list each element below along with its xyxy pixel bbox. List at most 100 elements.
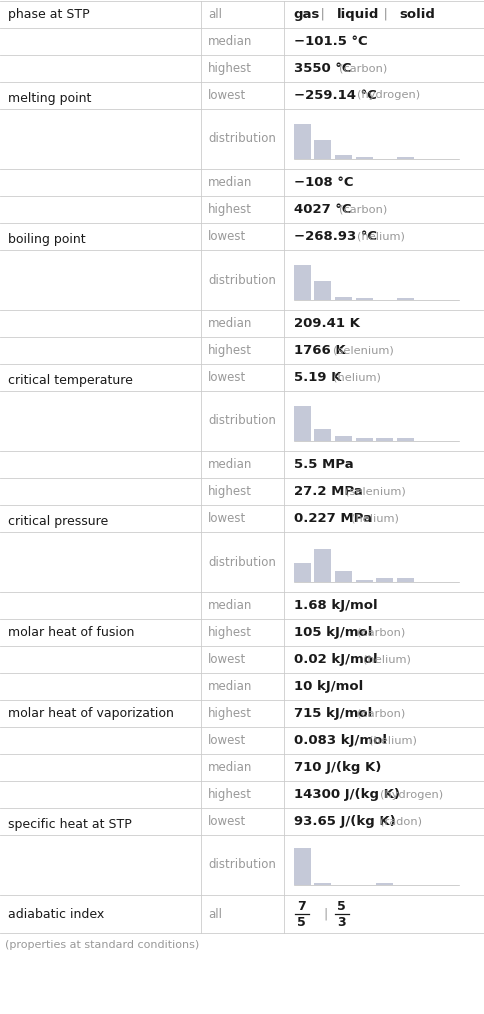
Text: 715 kJ/mol: 715 kJ/mol — [293, 707, 371, 720]
Text: 3: 3 — [337, 916, 345, 929]
Text: (helium): (helium) — [362, 654, 409, 664]
Text: 5.5 MPa: 5.5 MPa — [293, 458, 353, 470]
Text: median: median — [208, 317, 252, 330]
Bar — [334, 297, 351, 300]
Text: median: median — [208, 599, 252, 612]
Text: highest: highest — [208, 707, 252, 720]
Text: 1.68 kJ/mol: 1.68 kJ/mol — [293, 599, 377, 612]
Text: 209.41 K: 209.41 K — [293, 317, 359, 330]
Text: highest: highest — [208, 485, 252, 498]
Bar — [355, 298, 372, 300]
Text: (helium): (helium) — [333, 372, 380, 382]
Text: highest: highest — [208, 62, 252, 75]
Text: −268.93 °C: −268.93 °C — [293, 230, 376, 243]
Text: 0.227 MPa: 0.227 MPa — [293, 512, 371, 525]
Text: critical temperature: critical temperature — [8, 374, 133, 387]
Text: (helium): (helium) — [350, 513, 398, 523]
Text: 5: 5 — [337, 899, 346, 913]
Text: 1766 K: 1766 K — [293, 344, 345, 357]
Text: (helium): (helium) — [356, 231, 404, 241]
Text: highest: highest — [208, 626, 252, 639]
Text: solid: solid — [399, 8, 435, 21]
Text: −259.14 °C: −259.14 °C — [293, 89, 376, 102]
Bar — [355, 157, 372, 159]
Bar — [376, 578, 393, 582]
Bar — [293, 406, 310, 441]
Text: phase at STP: phase at STP — [8, 8, 90, 21]
Bar — [314, 429, 331, 441]
Text: 5.19 K: 5.19 K — [293, 371, 340, 384]
Bar — [376, 438, 393, 441]
Text: |: | — [312, 8, 333, 21]
Text: 4027 °C: 4027 °C — [293, 203, 350, 216]
Bar — [314, 281, 331, 300]
Text: 27.2 MPa: 27.2 MPa — [293, 485, 362, 498]
Bar — [396, 298, 413, 300]
Text: lowest: lowest — [208, 89, 246, 102]
Text: (carbon): (carbon) — [356, 709, 404, 719]
Text: (carbon): (carbon) — [338, 64, 387, 73]
Text: lowest: lowest — [208, 734, 246, 747]
Text: distribution: distribution — [208, 556, 275, 569]
Text: (hydrogen): (hydrogen) — [356, 90, 419, 100]
Text: gas: gas — [293, 8, 319, 21]
Text: molar heat of vaporization: molar heat of vaporization — [8, 707, 174, 720]
Text: melting point: melting point — [8, 92, 91, 105]
Bar — [396, 578, 413, 582]
Text: critical pressure: critical pressure — [8, 515, 108, 528]
Text: lowest: lowest — [208, 815, 246, 828]
Text: |: | — [374, 8, 395, 21]
Text: boiling point: boiling point — [8, 233, 86, 246]
Text: median: median — [208, 176, 252, 189]
Text: lowest: lowest — [208, 230, 246, 243]
Text: (hydrogen): (hydrogen) — [379, 790, 442, 799]
Text: (radon): (radon) — [379, 816, 422, 826]
Text: 0.02 kJ/mol: 0.02 kJ/mol — [293, 653, 377, 666]
Text: 93.65 J/(kg K): 93.65 J/(kg K) — [293, 815, 394, 828]
Bar — [355, 438, 372, 441]
Text: 0.083 kJ/mol: 0.083 kJ/mol — [293, 734, 386, 747]
Text: highest: highest — [208, 203, 252, 216]
Text: lowest: lowest — [208, 512, 246, 525]
Text: 7: 7 — [297, 899, 305, 913]
Text: highest: highest — [208, 344, 252, 357]
Text: |: | — [323, 908, 327, 921]
Text: 14300 J/(kg K): 14300 J/(kg K) — [293, 788, 399, 801]
Bar — [293, 124, 310, 159]
Text: median: median — [208, 680, 252, 693]
Bar — [314, 550, 331, 582]
Text: all: all — [208, 908, 222, 921]
Text: all: all — [208, 8, 222, 21]
Text: adiabatic index: adiabatic index — [8, 908, 104, 921]
Bar — [293, 848, 310, 885]
Text: (carbon): (carbon) — [356, 628, 404, 638]
Text: highest: highest — [208, 788, 252, 801]
Bar — [334, 155, 351, 159]
Text: median: median — [208, 760, 252, 774]
Text: (selenium): (selenium) — [333, 346, 393, 356]
Text: (selenium): (selenium) — [344, 487, 405, 497]
Text: molar heat of fusion: molar heat of fusion — [8, 626, 134, 639]
Text: 10 kJ/mol: 10 kJ/mol — [293, 680, 362, 693]
Text: 105 kJ/mol: 105 kJ/mol — [293, 626, 371, 639]
Text: lowest: lowest — [208, 653, 246, 666]
Text: specific heat at STP: specific heat at STP — [8, 818, 132, 831]
Text: lowest: lowest — [208, 371, 246, 384]
Bar — [314, 140, 331, 159]
Bar — [314, 883, 331, 885]
Text: −108 °C: −108 °C — [293, 176, 352, 189]
Text: distribution: distribution — [208, 415, 275, 428]
Text: median: median — [208, 458, 252, 470]
Text: (helium): (helium) — [368, 735, 416, 745]
Text: (properties at standard conditions): (properties at standard conditions) — [5, 940, 199, 950]
Bar — [376, 883, 393, 885]
Bar — [293, 265, 310, 300]
Text: distribution: distribution — [208, 133, 275, 145]
Text: 3550 °C: 3550 °C — [293, 62, 350, 75]
Bar — [334, 571, 351, 582]
Bar — [396, 438, 413, 441]
Bar — [293, 563, 310, 582]
Bar — [355, 580, 372, 582]
Text: liquid: liquid — [337, 8, 379, 21]
Text: 5: 5 — [297, 916, 305, 929]
